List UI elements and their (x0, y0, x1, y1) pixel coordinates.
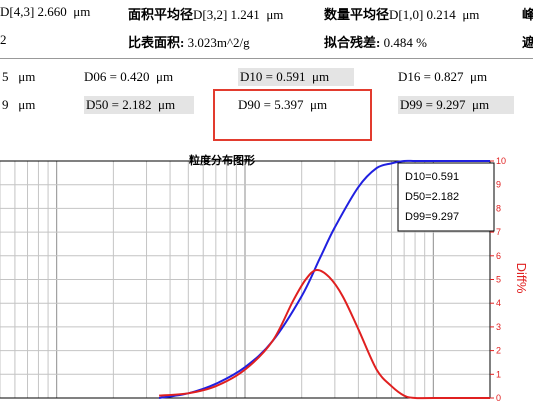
chart-title: 粒度分布图形 (189, 153, 255, 167)
pct-d16: D16 = 0.827 μm (398, 69, 488, 84)
y-tick-label: 5 (496, 275, 501, 285)
pct-fragment-1: 5 μm (2, 69, 36, 84)
y-tick-label: 2 (496, 346, 501, 356)
summary-specific-surface: 比表面积: 3.023m^2/g (128, 35, 250, 50)
stats-legend-box: D10=0.591 D50=2.182 D99=9.297 (397, 162, 495, 232)
pct-d90: D90 = 5.397 μm (238, 97, 328, 112)
legend-frame (397, 162, 495, 232)
differential-curve (159, 268, 490, 400)
summary-d32: 面积平均径D[3,2] 1.241 μm (128, 7, 284, 22)
legend-d10: D10=0.591 (405, 171, 459, 183)
legend-d99: D99=9.297 (405, 211, 459, 223)
y-axis-label: Diff% (514, 263, 529, 294)
divider-top (0, 58, 533, 59)
y-tick-label: 6 (496, 251, 501, 261)
legend-d50: D50=2.182 (405, 191, 459, 203)
y-tick-label: 3 (496, 322, 501, 332)
y-tick-label: 0 (496, 393, 501, 403)
y-tick-label: 1 (496, 369, 501, 379)
pct-fragment-2: 9 μm (2, 97, 36, 112)
cumulative-curve (158, 159, 490, 399)
y-tick-label: 10 (496, 156, 506, 166)
pct-d99: D99 = 9.297 μm (398, 96, 514, 114)
summary-peak-label: 峰 (522, 7, 533, 22)
summary-row2-fragment: 2 (0, 32, 7, 47)
summary-d10: 数量平均径D[1,0] 0.214 μm (324, 7, 480, 22)
y-tick-label: 4 (496, 298, 501, 308)
pct-d10: D10 = 0.591 μm (238, 68, 354, 86)
y-tick-label: 7 (496, 227, 501, 237)
pct-d50: D50 = 2.182 μm (84, 96, 194, 114)
summary-obscuration-label: 遮 (522, 35, 533, 50)
y-tick-label: 9 (496, 180, 501, 190)
pct-d06: D06 = 0.420 μm (84, 69, 174, 84)
summary-fit-residual: 拟合残差: 0.484 % (324, 35, 427, 50)
d90-highlight-box (213, 89, 372, 141)
y-tick-label: 8 (496, 203, 501, 213)
summary-d43: D[4,3] 2.660 μm (0, 4, 91, 19)
